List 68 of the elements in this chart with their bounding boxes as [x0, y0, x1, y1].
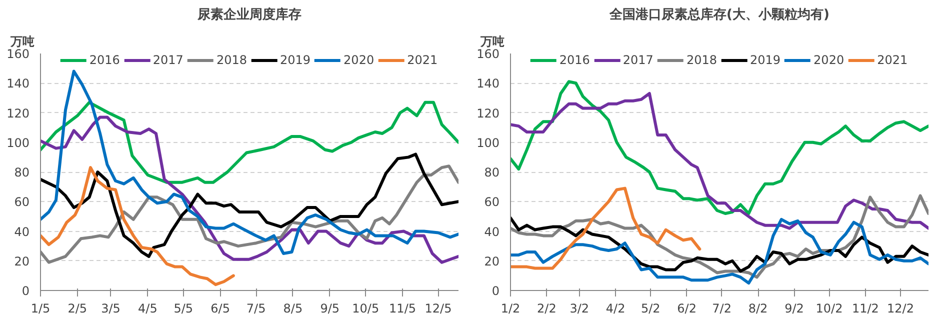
y-tick-label: 0 [22, 284, 30, 298]
line-series [40, 166, 235, 286]
x-tick-label: 4/5 [138, 302, 158, 316]
x-tick-label: 3/5 [101, 302, 120, 316]
x-tick-label: 6/5 [210, 302, 230, 316]
line-series [40, 116, 458, 264]
x-tick-label: 6/2 [677, 302, 696, 316]
y-axis-title: 万吨 [10, 34, 34, 48]
legend-label: 2021 [877, 53, 908, 67]
y-tick-label: 140 [6, 76, 30, 91]
y-tick-label: 40 [484, 224, 500, 239]
x-tick-label: 10/2 [816, 302, 843, 316]
y-tick-label: 80 [484, 166, 500, 180]
x-tick-label: 12/5 [424, 302, 452, 316]
y-tick-label: 0 [492, 284, 500, 298]
x-tick-label: 11/2 [852, 302, 879, 316]
x-tick-label: 7/2 [712, 302, 732, 316]
x-tick-label: 8/2 [748, 302, 768, 316]
line-series [510, 92, 928, 230]
legend-label: 2021 [407, 53, 438, 67]
y-axis-title: 万吨 [480, 34, 504, 48]
x-tick-label: 11/5 [389, 302, 416, 316]
x-tick-label: 12/2 [887, 302, 914, 316]
line-series [510, 186, 702, 270]
line-series [40, 70, 458, 255]
y-tick-label: 80 [14, 166, 30, 180]
x-tick-label: 9/5 [320, 302, 340, 316]
line-series [510, 80, 928, 215]
legend-label: 2018 [686, 53, 717, 67]
x-tick-label: 8/5 [283, 302, 303, 316]
y-tick-label: 120 [6, 106, 30, 120]
legend-label: 2020 [344, 53, 374, 67]
line-series [40, 152, 458, 258]
chart-title: 尿素企业周度库存 [196, 6, 302, 22]
x-tick-label: 2/5 [68, 302, 88, 316]
x-tick-label: 10/5 [352, 302, 380, 316]
legend-label: 2019 [750, 53, 781, 67]
chart-title: 全国港口尿素总库存(大、小颗粒均有) [608, 6, 830, 22]
line-series [40, 100, 458, 184]
x-tick-label: 9/2 [784, 302, 804, 316]
y-tick-label: 20 [14, 254, 30, 268]
x-tick-label: 3/2 [570, 302, 590, 316]
x-tick-label: 1/5 [30, 302, 50, 316]
x-tick-label: 1/2 [500, 302, 520, 316]
legend-label: 2017 [622, 53, 654, 67]
y-tick-label: 60 [484, 195, 500, 210]
line-series [510, 218, 928, 285]
legend-label: 2018 [216, 53, 247, 67]
line-series [510, 216, 928, 273]
x-tick-label: 2/2 [537, 302, 556, 316]
x-tick-label: 4/2 [606, 302, 626, 316]
legend-label: 2020 [814, 53, 844, 67]
x-tick-label: 5/5 [174, 302, 194, 316]
legend-label: 2016 [559, 53, 590, 67]
legend-label: 2019 [280, 53, 311, 67]
y-tick-label: 120 [476, 106, 500, 120]
legend-label: 2016 [89, 53, 120, 67]
y-tick-label: 140 [476, 76, 500, 91]
y-tick-label: 20 [484, 254, 500, 268]
y-tick-label: 100 [476, 136, 500, 150]
legend-label: 2017 [152, 53, 184, 67]
y-tick-label: 160 [476, 47, 500, 61]
y-tick-label: 160 [6, 47, 30, 61]
x-tick-label: 7/5 [246, 302, 266, 316]
y-tick-label: 60 [14, 195, 30, 210]
x-tick-label: 5/2 [640, 302, 660, 316]
y-tick-label: 40 [14, 224, 30, 239]
y-tick-label: 100 [6, 136, 30, 150]
